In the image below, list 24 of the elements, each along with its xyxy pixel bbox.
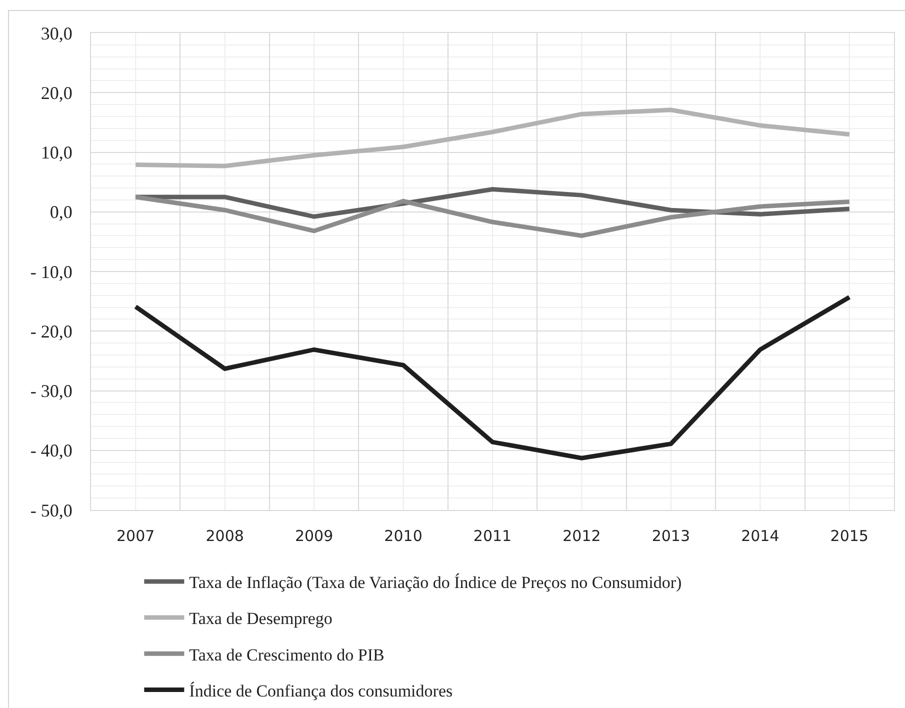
y-tick-label: 0,0 — [50, 202, 72, 222]
x-tick-label: 2013 — [652, 527, 690, 545]
y-tick-label: 30,0 — [40, 23, 72, 44]
y-tick-label: 10,0 — [40, 142, 72, 163]
x-tick-label: 2008 — [206, 527, 244, 545]
legend-label: Taxa de Inflação (Taxa de Variação do Índice de Preços no Consumidor) — [189, 573, 682, 592]
y-tick-label: - 50,0 — [30, 500, 72, 520]
y-tick-label: 20,0 — [40, 82, 72, 103]
y-tick-label: - 40,0 — [30, 440, 72, 461]
x-tick-label: 2014 — [741, 527, 780, 545]
x-tick-label: 2015 — [830, 527, 868, 545]
legend-label: Taxa de Desemprego — [189, 609, 332, 628]
legend-label: Taxa de Crescimento do PIB — [189, 645, 384, 664]
x-tick-label: 2007 — [116, 527, 155, 545]
legend-label: Índice de Confiança dos consumidores — [189, 681, 453, 700]
x-tick-label: 2011 — [473, 527, 512, 545]
x-tick-label: 2009 — [294, 527, 334, 545]
x-tick-label: 2012 — [562, 527, 601, 545]
y-tick-label: - 30,0 — [30, 381, 72, 402]
y-tick-label: - 20,0 — [30, 321, 72, 342]
y-tick-label: - 10,0 — [30, 262, 72, 282]
x-tick-label: 2010 — [384, 527, 422, 545]
line-series — [133, 294, 852, 460]
line-series — [133, 194, 852, 238]
